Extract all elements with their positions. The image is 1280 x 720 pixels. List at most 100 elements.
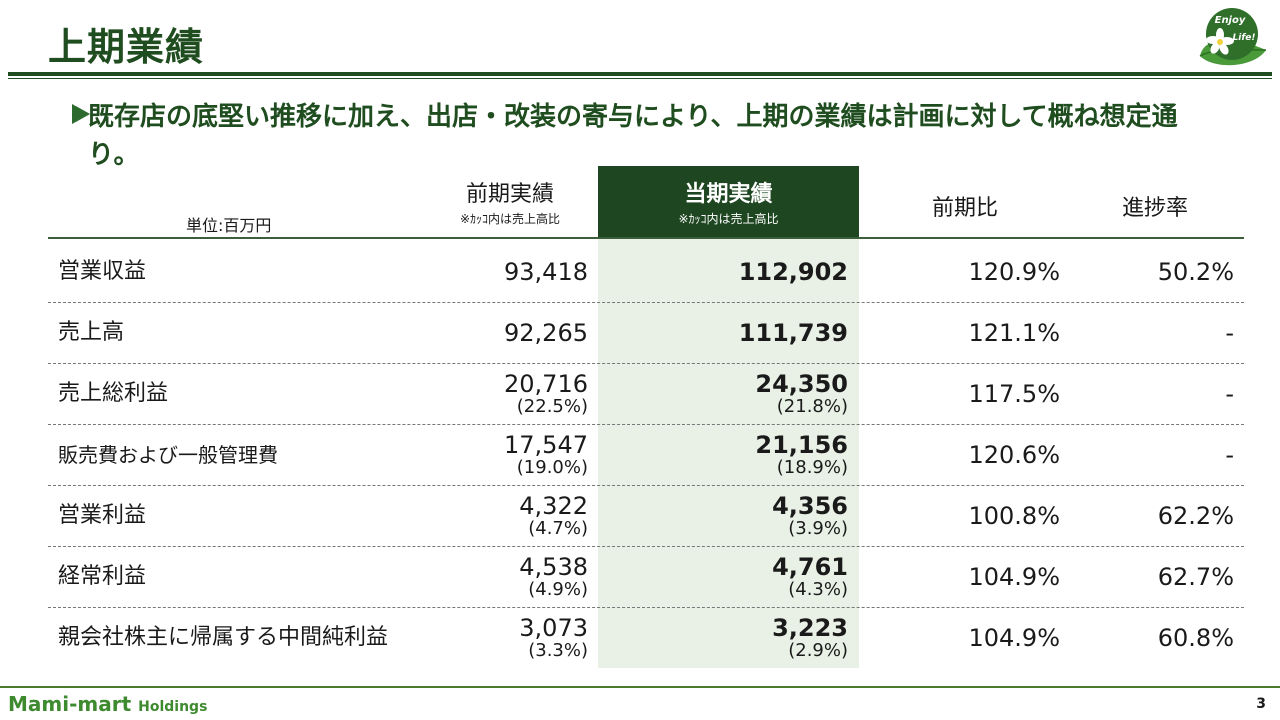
header-prev-label: 前期実績 (465, 182, 554, 207)
cur-ratio: (2.9%) (788, 640, 848, 661)
brand-main: Mami-mart (8, 692, 132, 716)
prev-value: 20,716 (504, 370, 588, 398)
prev-cell: 92,265 (488, 303, 588, 363)
progress-value: 62.2% (1157, 502, 1234, 530)
prev-ratio: (4.9%) (528, 579, 588, 600)
yoy-value: 120.9% (968, 258, 1060, 286)
header-cur-label: 当期実績 (684, 182, 773, 207)
yoy-value: 120.6% (968, 441, 1060, 469)
row-label: 経常利益 (58, 564, 147, 589)
cur-cell: 24,350 (21.8%) (748, 364, 848, 424)
prev-cell: 4,538 (4.9%) (488, 547, 588, 607)
cur-cell: 21,156 (18.9%) (748, 425, 848, 485)
progress-cell: 62.7% (1128, 547, 1234, 607)
prev-cell: 93,418 (488, 242, 588, 302)
yoy-cell: 104.9% (948, 547, 1060, 607)
yoy-cell: 121.1% (948, 303, 1060, 363)
cur-value: 3,223 (772, 614, 848, 642)
table-row: 販売費および一般管理費 17,547 (19.0%) 21,156 (18.9%… (48, 425, 1244, 486)
row-label: 親会社株主に帰属する中間純利益 (58, 625, 389, 650)
header-cur: 当期実績 ※ｶｯｺ内は売上高比 (598, 176, 859, 227)
enjoy-life-logo: Enjoy Life! (1199, 8, 1267, 66)
cur-cell: 111,739 (739, 303, 848, 363)
cur-cell: 112,902 (739, 242, 848, 302)
yoy-cell: 104.9% (948, 608, 1060, 668)
yoy-cell: 100.8% (948, 486, 1060, 546)
logo-text-life: Life! (1233, 33, 1256, 43)
cur-cell: 3,223 (2.9%) (748, 608, 848, 668)
cur-value: 24,350 (755, 370, 848, 398)
progress-value: - (1225, 380, 1234, 408)
table-row: 営業利益 4,322 (4.7%) 4,356 (3.9%) 100.8% 62… (48, 486, 1244, 547)
yoy-value: 117.5% (968, 380, 1060, 408)
prev-cell: 4,322 (4.7%) (488, 486, 588, 546)
progress-cell: - (1128, 364, 1234, 424)
progress-value: 50.2% (1157, 258, 1234, 286)
cur-cell: 4,761 (4.3%) (748, 547, 848, 607)
yoy-cell: 117.5% (948, 364, 1060, 424)
prev-value: 17,547 (504, 431, 588, 459)
cur-value: 111,739 (738, 319, 848, 347)
progress-cell: - (1128, 303, 1234, 363)
progress-value: 62.7% (1157, 563, 1234, 591)
progress-cell: 62.2% (1128, 486, 1234, 546)
prev-cell: 3,073 (3.3%) (488, 608, 588, 668)
prev-cell: 20,716 (22.5%) (488, 364, 588, 424)
header-prev-note: ※ｶｯｺ内は売上高比 (459, 212, 561, 226)
progress-value: - (1225, 319, 1234, 347)
yoy-value: 100.8% (968, 502, 1060, 530)
prev-ratio: (19.0%) (516, 457, 588, 478)
row-label: 売上高 (58, 320, 125, 345)
prev-cell: 17,547 (19.0%) (488, 425, 588, 485)
prev-value: 4,322 (519, 492, 588, 520)
yoy-value: 104.9% (968, 563, 1060, 591)
bullet-triangle-icon (72, 104, 90, 124)
header-prev: 前期実績 ※ｶｯｺ内は売上高比 (430, 176, 590, 227)
page-title: 上期業績 (48, 25, 205, 69)
table-row: 売上総利益 20,716 (22.5%) 24,350 (21.8%) 117.… (48, 364, 1244, 425)
header-progress: 進捗率 (1090, 190, 1220, 222)
header-cur-note: ※ｶｯｺ内は売上高比 (678, 212, 779, 226)
cur-ratio: (4.3%) (788, 579, 848, 600)
yoy-cell: 120.6% (948, 425, 1060, 485)
row-label: 営業収益 (58, 259, 147, 284)
progress-cell: 50.2% (1128, 242, 1234, 302)
yoy-value: 121.1% (968, 319, 1060, 347)
progress-cell: - (1128, 425, 1234, 485)
brand-sub: Holdings (138, 699, 208, 715)
footer-rule (0, 686, 1280, 688)
table-row: 親会社株主に帰属する中間純利益 3,073 (3.3%) 3,223 (2.9%… (48, 608, 1244, 669)
header-progress-label: 進捗率 (1121, 196, 1188, 221)
lead-statement: 既存店の底堅い推移に加え、出店・改装の寄与により、上期の業績は計画に対して概ね想… (88, 102, 1178, 170)
current-period-column-bg (598, 238, 859, 668)
progress-cell: 60.8% (1128, 608, 1234, 668)
unit-label: 単位:百万円 (186, 216, 272, 235)
yoy-value: 104.9% (968, 624, 1060, 652)
header-yoy-label: 前期比 (931, 196, 998, 221)
prev-ratio: (22.5%) (516, 396, 588, 417)
prev-ratio: (3.3%) (528, 640, 588, 661)
table-header-rule (48, 237, 1244, 239)
table-row: 営業収益 93,418 112,902 120.9% 50.2% (48, 242, 1244, 303)
prev-value: 92,265 (504, 319, 588, 347)
table-row: 売上高 92,265 111,739 121.1% - (48, 303, 1244, 364)
cur-value: 4,761 (772, 553, 848, 581)
prev-ratio: (4.7%) (528, 518, 588, 539)
progress-value: 60.8% (1157, 624, 1234, 652)
title-underline (8, 72, 1272, 76)
row-label: 販売費および一般管理費 (58, 443, 278, 467)
yoy-cell: 120.9% (948, 242, 1060, 302)
table-row: 経常利益 4,538 (4.9%) 4,761 (4.3%) 104.9% 62… (48, 547, 1244, 608)
cur-value: 21,156 (755, 431, 848, 459)
cur-cell: 4,356 (3.9%) (748, 486, 848, 546)
prev-value: 3,073 (519, 614, 588, 642)
cur-ratio: (21.8%) (776, 396, 848, 417)
header-yoy: 前期比 (900, 190, 1030, 222)
logo-text-enjoy: Enjoy (1215, 15, 1246, 26)
page-number: 3 (1256, 696, 1266, 712)
prev-value: 93,418 (504, 258, 588, 286)
row-label: 営業利益 (58, 503, 147, 528)
cur-value: 4,356 (772, 492, 848, 520)
prev-value: 4,538 (519, 553, 588, 581)
brand-logo: Mami-mart Holdings (8, 692, 207, 716)
